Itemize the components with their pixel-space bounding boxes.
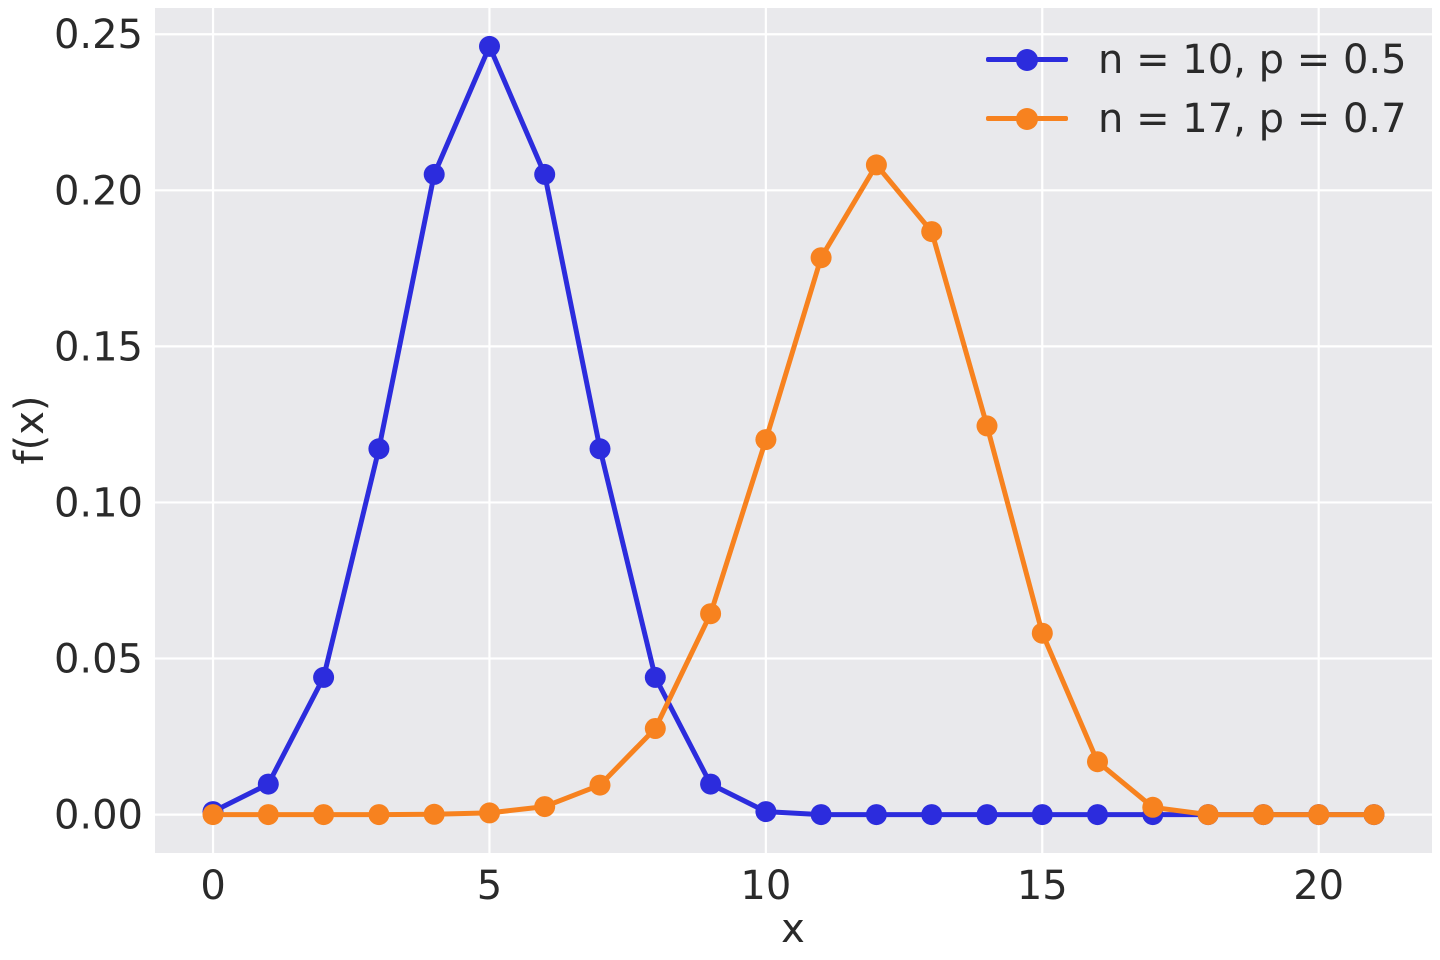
data-point-series-1 [534,163,556,185]
series-line-1 [210,43,1377,818]
data-point-series-1 [1031,804,1053,826]
data-point-series-2 [423,803,445,825]
legend: n = 10, p = 0.5 n = 17, p = 0.7 [986,30,1407,148]
data-point-series-2 [202,804,224,826]
y-tick-label: 0.10 [54,480,143,526]
data-point-series-1 [976,804,998,826]
legend-line-swatch-blue [986,48,1068,71]
x-tick-label: 20 [1293,863,1344,909]
data-point-series-2 [976,415,998,437]
data-point-series-1 [589,438,611,460]
y-tick-label: 0.25 [54,12,143,58]
series-line-2 [210,162,1377,818]
y-tick-label: 0.15 [54,324,143,370]
legend-label-series-2: n = 17, p = 0.7 [1098,95,1407,142]
legend-entry-series-2: n = 17, p = 0.7 [986,89,1407,148]
data-point-series-1 [423,163,445,185]
data-point-series-1 [313,666,335,688]
data-point-series-2 [755,429,777,451]
data-point-series-2 [1087,751,1108,773]
data-point-series-2 [921,221,943,243]
x-tick-label: 15 [1017,863,1068,909]
legend-label-series-1: n = 10, p = 0.5 [1098,36,1407,83]
legend-entry-series-1: n = 10, p = 0.5 [986,30,1407,89]
data-point-series-2 [1197,804,1219,826]
data-point-series-1 [700,773,722,795]
data-point-series-2 [700,603,722,625]
data-point-series-2 [313,804,335,826]
legend-marker-dot-orange [1016,107,1038,130]
y-tick-label: 0.00 [54,793,143,839]
y-axis-label: f(x) [7,395,53,465]
data-point-series-2 [257,804,279,826]
data-point-series-2 [1031,622,1053,644]
legend-marker-dot-blue [1016,48,1038,71]
plot-area [155,8,1432,853]
data-point-series-2 [1252,804,1274,826]
data-point-series-1 [644,666,666,688]
data-point-series-1 [479,35,500,57]
x-tick-label: 5 [477,863,502,909]
data-point-series-2 [368,804,390,826]
data-point-series-1 [921,804,943,826]
data-point-series-2 [865,154,887,176]
data-point-series-2 [644,718,666,739]
data-point-series-2 [1308,804,1330,826]
data-point-series-2 [1363,804,1385,826]
data-point-series-2 [589,774,611,796]
data-point-series-2 [810,247,832,269]
y-tick-label: 0.05 [54,637,143,683]
data-point-series-1 [810,804,832,826]
data-point-series-2 [534,796,556,818]
x-tick-label: 10 [740,863,791,909]
data-point-series-2 [479,802,500,824]
legend-line-swatch-orange [986,107,1068,130]
data-point-series-1 [257,773,279,795]
x-axis-label: x [781,906,805,952]
data-point-series-2 [1142,796,1164,818]
data-point-series-1 [755,801,777,823]
data-point-series-1 [1087,804,1108,826]
data-point-series-1 [368,438,390,460]
x-tick-label: 0 [200,863,225,909]
data-point-series-1 [865,804,887,826]
y-tick-label: 0.20 [54,168,143,214]
